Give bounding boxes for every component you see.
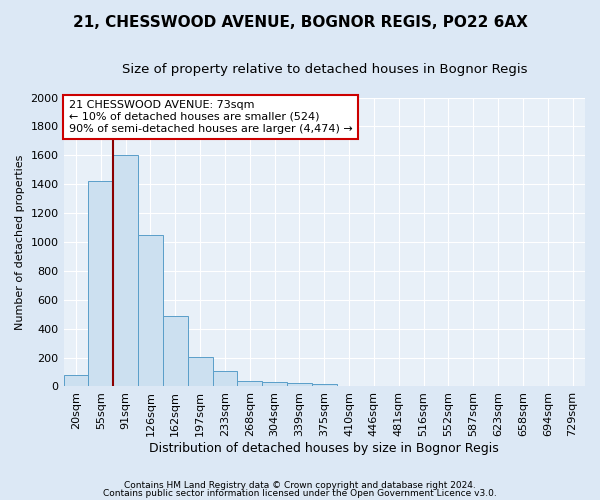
Text: 21, CHESSWOOD AVENUE, BOGNOR REGIS, PO22 6AX: 21, CHESSWOOD AVENUE, BOGNOR REGIS, PO22…: [73, 15, 527, 30]
Bar: [113, 156, 138, 386]
Y-axis label: Number of detached properties: Number of detached properties: [15, 154, 25, 330]
Bar: [262, 382, 287, 386]
Text: Contains public sector information licensed under the Open Government Licence v3: Contains public sector information licen…: [103, 488, 497, 498]
Bar: [64, 375, 88, 386]
Bar: [188, 357, 212, 386]
Title: Size of property relative to detached houses in Bognor Regis: Size of property relative to detached ho…: [122, 62, 527, 76]
Bar: [312, 384, 337, 386]
Text: Contains HM Land Registry data © Crown copyright and database right 2024.: Contains HM Land Registry data © Crown c…: [124, 481, 476, 490]
Bar: [212, 372, 238, 386]
Bar: [138, 235, 163, 386]
X-axis label: Distribution of detached houses by size in Bognor Regis: Distribution of detached houses by size …: [149, 442, 499, 455]
Bar: [88, 182, 113, 386]
Text: 21 CHESSWOOD AVENUE: 73sqm
← 10% of detached houses are smaller (524)
90% of sem: 21 CHESSWOOD AVENUE: 73sqm ← 10% of deta…: [69, 100, 353, 134]
Bar: [238, 381, 262, 386]
Bar: [163, 316, 188, 386]
Bar: [287, 384, 312, 386]
